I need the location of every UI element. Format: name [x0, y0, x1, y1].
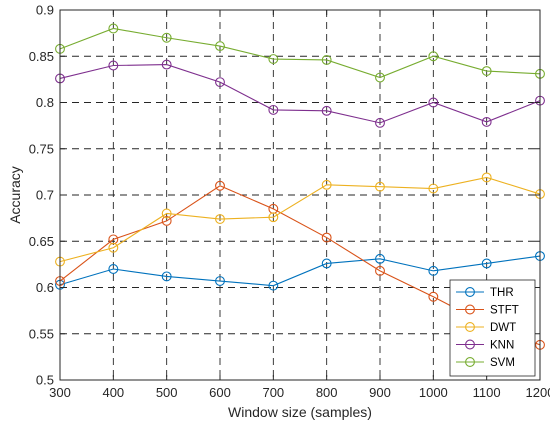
legend-marker-knn [465, 339, 475, 350]
series-line-dwt [59, 176, 541, 263]
legend-label-stft: STFT [490, 305, 519, 317]
data-point-stft [321, 232, 332, 243]
data-point-thr [481, 258, 492, 269]
data-point-dwt [161, 208, 172, 219]
x-tick-label: 700 [262, 385, 284, 400]
y-tick-label: 0.65 [29, 234, 54, 249]
legend-label-knn: KNN [490, 340, 514, 352]
data-point-svm [321, 54, 332, 65]
data-point-svm [215, 41, 225, 52]
data-point-dwt [428, 183, 439, 194]
legend-marker-svm [465, 357, 475, 367]
x-tick-label: 600 [209, 385, 231, 400]
x-tick-label: 400 [102, 385, 124, 400]
data-point-dwt [108, 242, 119, 253]
x-tick-label: 1100 [473, 385, 501, 400]
data-point-knn [481, 116, 492, 127]
legend-label-thr: THR [490, 287, 514, 299]
data-point-thr [161, 271, 172, 282]
data-point-knn [375, 117, 385, 128]
data-point-dwt [375, 181, 385, 192]
x-tick-label: 800 [316, 385, 338, 400]
y-tick-label: 0.55 [29, 326, 54, 341]
series-dwt [55, 172, 545, 267]
data-point-knn [161, 59, 172, 70]
data-point-knn [215, 77, 225, 88]
x-tick-label: 500 [156, 385, 178, 400]
data-point-stft [375, 265, 385, 276]
data-point-thr [215, 276, 225, 286]
data-point-knn [321, 105, 332, 116]
x-axis-title: Window size (samples) [228, 404, 372, 420]
legend-marker-dwt [465, 322, 475, 332]
series-thr [55, 251, 545, 291]
data-point-dwt [481, 172, 492, 183]
data-point-thr [428, 265, 439, 276]
data-point-stft [428, 291, 439, 302]
y-tick-label: 0.85 [29, 49, 54, 64]
data-point-knn [428, 97, 439, 108]
data-point-knn [108, 60, 119, 71]
series-group [55, 23, 545, 350]
legend-label-svm: SVM [490, 357, 515, 369]
legend-marker-stft [465, 304, 475, 315]
x-tick-label: 300 [49, 385, 71, 400]
data-point-thr [375, 253, 385, 264]
x-tick-label: 900 [369, 385, 391, 400]
data-point-stft [161, 215, 172, 226]
y-tick-label: 0.75 [29, 141, 54, 156]
data-point-svm [161, 32, 172, 43]
y-axis-title: Accuracy [7, 166, 23, 224]
x-tick-label: 1000 [419, 385, 448, 400]
data-point-svm [375, 72, 385, 83]
data-point-thr [108, 264, 119, 274]
y-tick-label: 0.7 [36, 188, 54, 203]
legend-marker-thr [465, 287, 475, 297]
series-line-svm [59, 27, 541, 79]
data-point-svm [481, 66, 492, 77]
y-tick-label: 0.5 [36, 373, 54, 388]
data-point-svm [268, 54, 279, 64]
legend: THR STFT DWT KNN SVM [449, 279, 536, 377]
series-line-thr [59, 255, 541, 287]
data-point-svm [108, 23, 119, 34]
grid-lines [60, 10, 540, 380]
data-point-stft [215, 180, 225, 191]
data-point-knn [268, 104, 279, 115]
y-tick-label: 0.8 [36, 95, 54, 110]
data-point-thr [268, 280, 279, 291]
data-point-dwt [321, 179, 332, 190]
series-line-knn [59, 64, 541, 124]
data-point-dwt [268, 212, 279, 223]
legend-box [449, 279, 536, 377]
data-point-dwt [215, 214, 225, 225]
legend-label-dwt: DWT [490, 322, 516, 334]
data-point-thr [321, 258, 332, 269]
y-tick-label: 0.9 [36, 3, 54, 18]
data-point-svm [428, 51, 439, 62]
y-tick-label: 0.6 [36, 280, 54, 295]
